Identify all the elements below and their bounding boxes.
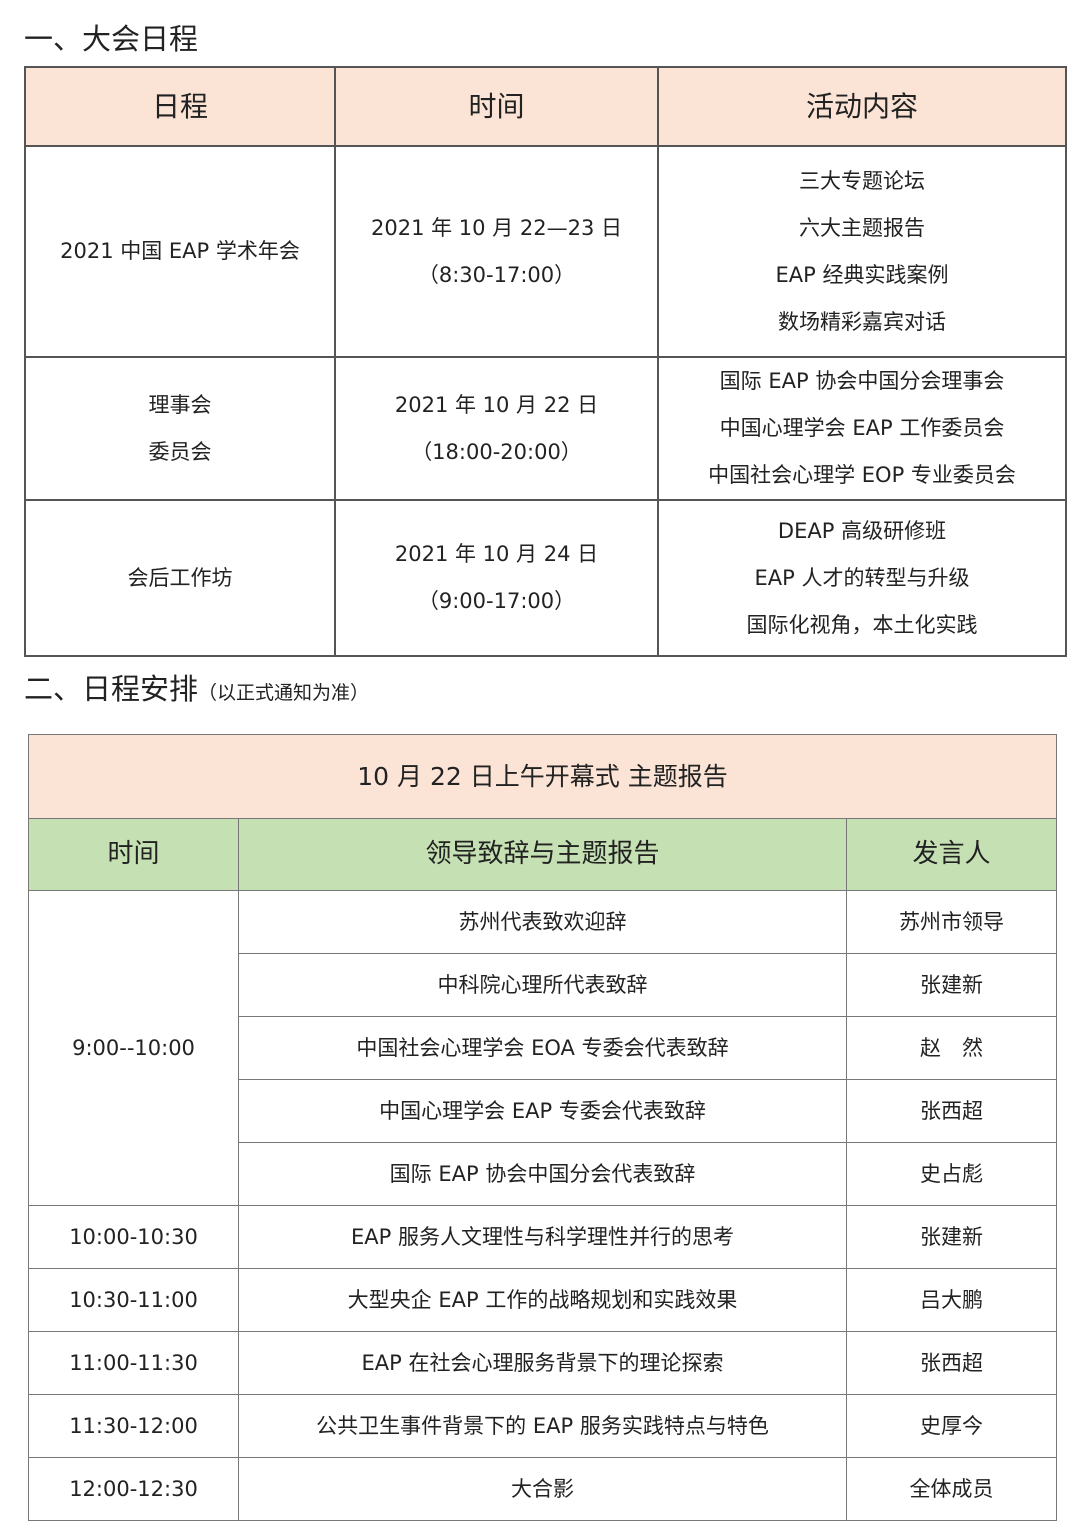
speaker-cell: 史厚今 [846,1394,1057,1458]
speaker-cell: 张建新 [846,953,1057,1017]
col-header: 活动内容 [657,66,1067,147]
col-header: 时间 [28,818,239,891]
time-cell: 10:00-10:30 [28,1205,239,1269]
col-header: 时间 [334,66,659,147]
speaker-cell: 吕大鹏 [846,1268,1057,1332]
speaker-cell: 全体成员 [846,1457,1057,1521]
speaker-cell: 张建新 [846,1205,1057,1269]
event-time: 2021 年 10 月 24 日（9:00-17:00） [334,499,659,657]
topic-cell: 公共卫生事件背景下的 EAP 服务实践特点与特色 [238,1394,847,1458]
agenda-table-title: 10 月 22 日上午开幕式 主题报告 [28,734,1057,819]
time-cell: 11:30-12:00 [28,1394,239,1458]
event-content: 三大专题论坛 六大主题报告 EAP 经典实践案例 数场精彩嘉宾对话 [657,145,1067,358]
col-header: 领导致辞与主题报告 [238,818,847,891]
table-row: 10:30-11:00 大型央企 EAP 工作的战略规划和实践效果 吕大鹏 [28,1268,1057,1332]
speaker-cell: 赵 然 [846,1016,1057,1080]
section1-title: 一、大会日程 [24,22,199,56]
table-row: 12:00-12:30 大合影 全体成员 [28,1457,1057,1521]
section2-note: （以正式通知为准） [198,682,370,704]
topic-cell: 中科院心理所代表致辞 [238,953,847,1017]
topic-cell: 苏州代表致欢迎辞 [238,890,847,954]
table-row: 11:00-11:30 EAP 在社会心理服务背景下的理论探索 张西超 [28,1331,1057,1395]
time-cell: 10:30-11:00 [28,1268,239,1332]
topic-cell: 大型央企 EAP 工作的战略规划和实践效果 [238,1268,847,1332]
speaker-cell: 苏州市领导 [846,890,1057,954]
col-header: 发言人 [846,818,1057,891]
agenda-table: 10 月 22 日上午开幕式 主题报告 时间 领导致辞与主题报告 发言人 9:0… [28,734,1057,1521]
topic-cell: 国际 EAP 协会中国分会代表致辞 [238,1142,847,1206]
time-cell: 11:00-11:30 [28,1331,239,1395]
table-row: 10:00-10:30 EAP 服务人文理性与科学理性并行的思考 张建新 [28,1205,1057,1269]
table-row: 2021 中国 EAP 学术年会 2021 年 10 月 22—23 日（8:3… [24,145,1067,358]
col-header: 日程 [24,66,336,147]
table-row: 中科院心理所代表致辞 张建新 [29,953,1057,1017]
table-row: 9:00--10:00 苏州代表致欢迎辞 苏州市领导 [28,890,1057,1206]
speaker-cell: 史占彪 [846,1142,1057,1206]
topic-cell: 中国心理学会 EAP 专委会代表致辞 [238,1079,847,1143]
speaker-cell: 张西超 [846,1331,1057,1395]
event-name: 理事会 委员会 [24,356,336,501]
speaker-cell: 张西超 [846,1079,1057,1143]
event-content: 国际 EAP 协会中国分会理事会 中国心理学会 EAP 工作委员会 中国社会心理学 … [657,356,1067,501]
event-time: 2021 年 10 月 22—23 日（8:30-17:00） [334,145,659,358]
conference-schedule-table: 日程 时间 活动内容 2021 中国 EAP 学术年会 2021 年 10 月 … [24,66,1067,657]
table-row: 11:30-12:00 公共卫生事件背景下的 EAP 服务实践特点与特色 史厚今 [28,1394,1057,1458]
table-row: 理事会 委员会 2021 年 10 月 22 日（18:00-20:00） 国际 … [24,356,1067,501]
event-time: 2021 年 10 月 22 日（18:00-20:00） [334,356,659,501]
table-row: 会后工作坊 2021 年 10 月 24 日（9:00-17:00） DEAP … [24,499,1067,657]
event-name: 2021 中国 EAP 学术年会 [24,145,336,358]
section2-title: 二、日程安排（以正式通知为准） [24,672,370,706]
event-content: DEAP 高级研修班 EAP 人才的转型与升级 国际化视角，本土化实践 [657,499,1067,657]
topic-cell: 大合影 [238,1457,847,1521]
topic-cell: 中国社会心理学会 EOA 专委会代表致辞 [238,1016,847,1080]
time-cell: 12:00-12:30 [28,1457,239,1521]
event-name: 会后工作坊 [24,499,336,657]
topic-cell: EAP 在社会心理服务背景下的理论探索 [238,1331,847,1395]
time-cell: 9:00--10:00 [28,890,239,1206]
topic-cell: EAP 服务人文理性与科学理性并行的思考 [238,1205,847,1269]
